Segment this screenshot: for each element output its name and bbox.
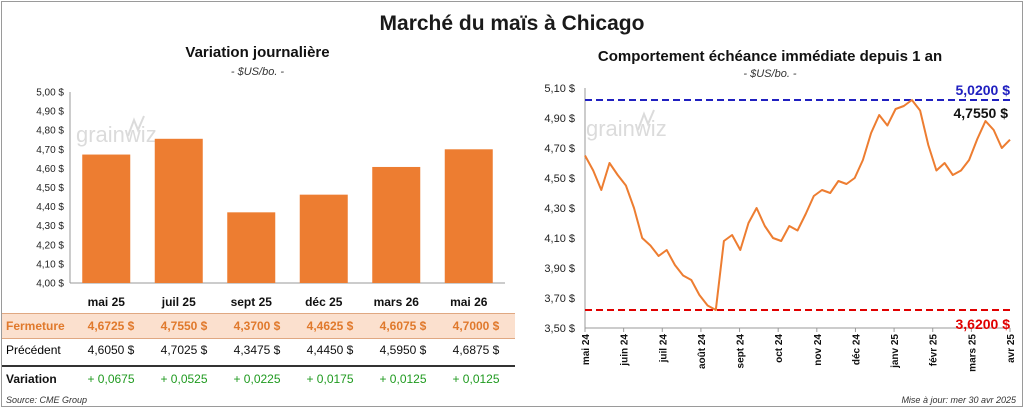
x-tick-label: déc 24 <box>851 334 862 366</box>
row-label: Variation <box>6 372 57 386</box>
x-tick-label: déc 25 <box>305 295 343 309</box>
wheat-icon <box>637 109 655 131</box>
y-tick-label: 4,10 $ <box>544 233 575 245</box>
table-row-close: Fermeture 4,6725 $ 4,7550 $ 4,3700 $ 4,4… <box>2 313 515 339</box>
x-tick-label: mai 25 <box>88 295 126 309</box>
y-tick-label: 4,30 $ <box>544 203 575 215</box>
y-tick-label: 4,20 $ <box>36 240 64 251</box>
x-tick-label: févr 25 <box>929 334 940 367</box>
bar <box>154 138 203 283</box>
grainwiz-logo: grainwiz <box>586 109 667 141</box>
x-tick-label: janv 25 <box>890 334 901 369</box>
x-tick-label: juil 25 <box>161 295 196 309</box>
wheat-icon <box>127 115 145 137</box>
bar <box>82 154 131 283</box>
bar <box>299 194 348 283</box>
x-tick-label: avr 25 <box>1006 334 1017 363</box>
watermark-text: grainwiz <box>76 122 157 147</box>
x-tick-label: mars 25 <box>967 334 978 372</box>
y-tick-label: 4,50 $ <box>36 183 64 194</box>
table-cell: + 0,0175 <box>306 372 354 386</box>
table-row-variation: Variation + 0,0675 + 0,0525 + 0,0225 + 0… <box>2 365 515 391</box>
row-label: Précédent <box>6 343 61 357</box>
page-title: Marché du maïs à Chicago <box>379 12 645 35</box>
bar <box>372 166 421 283</box>
bar <box>444 149 493 283</box>
x-tick-label: nov 24 <box>813 334 824 366</box>
y-tick-label: 4,80 $ <box>36 126 64 137</box>
table-cell: 4,3475 $ <box>233 343 281 357</box>
y-tick-label: 3,90 $ <box>544 263 575 275</box>
price-line <box>584 99 1011 311</box>
row-label: Fermeture <box>6 319 65 333</box>
table-cell: 4,6050 $ <box>87 343 135 357</box>
high-reference-label: 5,0200 $ <box>956 82 1011 98</box>
y-tick-label: 4,60 $ <box>36 164 64 175</box>
x-tick-label: sept 24 <box>736 334 747 369</box>
low-reference-label: 3,6200 $ <box>956 316 1011 332</box>
update-note: Mise à jour: mer 30 avr 2025 <box>901 395 1016 405</box>
watermark-text: grainwiz <box>586 116 667 141</box>
x-tick-label: mai 26 <box>450 295 488 309</box>
table-cell: + 0,0525 <box>160 372 208 386</box>
y-tick-label: 3,50 $ <box>544 323 575 335</box>
x-tick-label: juin 24 <box>620 334 631 367</box>
y-tick-label: 4,70 $ <box>544 143 575 155</box>
table-cell: + 0,0225 <box>233 372 281 386</box>
right-chart-unit: - $US/bo. - <box>743 68 797 80</box>
bar-chart: 4,00 $ 4,10 $ 4,20 $ 4,30 $ 4,40 $ 4,50 $ 4,60… <box>36 88 505 309</box>
table-cell: 4,3700 $ <box>233 319 281 333</box>
left-chart-unit: - $US/bo. - <box>230 66 285 78</box>
table-cell: 4,4450 $ <box>306 343 354 357</box>
table-row-previous: Précédent 4,6050 $ 4,7025 $ 4,3475 $ 4,4… <box>2 338 515 362</box>
table-cell: + 0,0675 <box>87 372 135 386</box>
x-tick-label: mai 24 <box>581 334 592 366</box>
y-tick-label: 4,50 $ <box>544 173 575 185</box>
y-tick-label: 5,10 $ <box>544 83 575 95</box>
bar <box>227 212 276 283</box>
x-tick-label: mars 26 <box>374 295 420 309</box>
x-tick-label: juil 24 <box>658 334 669 364</box>
source-note: Source: CME Group <box>6 395 88 405</box>
x-tick-label: oct 24 <box>774 334 785 363</box>
y-tick-label: 4,40 $ <box>36 202 64 213</box>
y-tick-label: 4,90 $ <box>36 107 64 118</box>
right-chart-title: Comportement échéance immédiate depuis 1… <box>597 48 943 65</box>
line-chart: 3,50 $ 3,70 $ 3,90 $ 4,10 $ 4,30 $ 4,50 $ 4,70… <box>544 82 1017 372</box>
x-tick-label: août 24 <box>697 334 708 369</box>
y-tick-label: 4,10 $ <box>36 259 64 270</box>
last-value-label: 4,7550 $ <box>954 105 1009 121</box>
table-cell: 4,7025 $ <box>160 343 208 357</box>
table-cell: 4,5950 $ <box>379 343 427 357</box>
table-cell: 4,6725 $ <box>87 319 135 333</box>
grainwiz-logo: grainwiz <box>76 115 157 147</box>
y-tick-label: 5,00 $ <box>36 88 64 99</box>
y-tick-label: 4,90 $ <box>544 113 575 125</box>
table-cell: + 0,0125 <box>379 372 427 386</box>
table-cell: 4,4625 $ <box>306 319 354 333</box>
table-cell: 4,6875 $ <box>452 343 500 357</box>
y-tick-label: 4,00 $ <box>36 279 64 290</box>
y-tick-label: 3,70 $ <box>544 293 575 305</box>
table-cell: 4,7000 $ <box>452 319 500 333</box>
left-chart-title: Variation journalière <box>185 44 330 61</box>
y-tick-label: 4,70 $ <box>36 145 64 156</box>
y-tick-label: 4,30 $ <box>36 221 64 232</box>
table-cell: 4,7550 $ <box>160 319 208 333</box>
table-cell: + 0,0125 <box>452 372 500 386</box>
table-cell: 4,6075 $ <box>379 319 427 333</box>
x-tick-label: sept 25 <box>231 295 273 309</box>
